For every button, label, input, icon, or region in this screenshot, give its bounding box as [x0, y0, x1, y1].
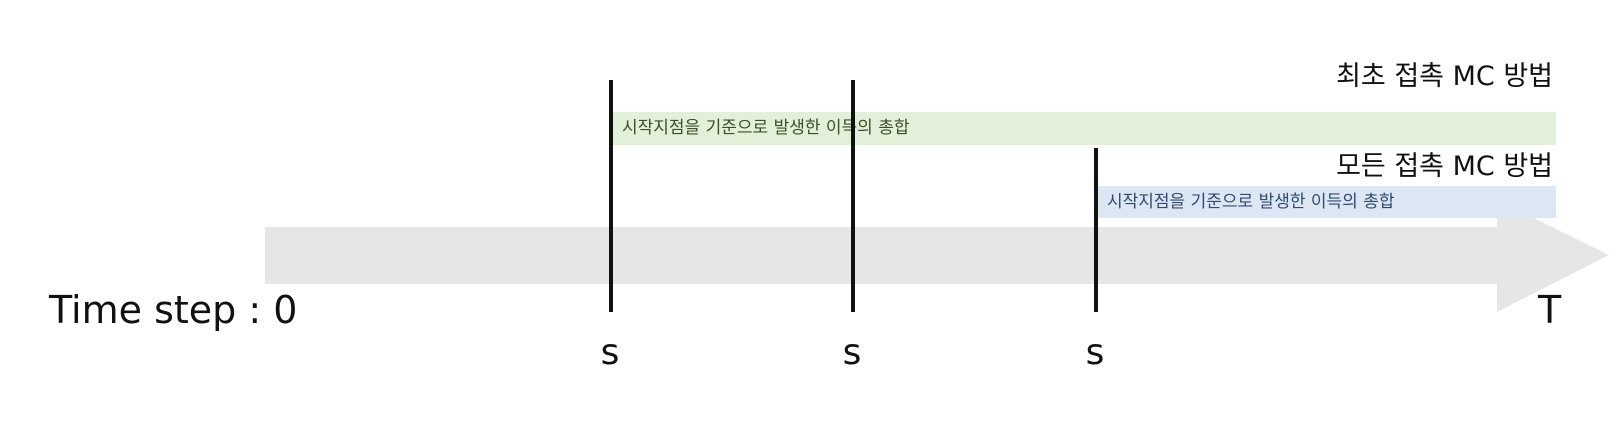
first-visit-mc-title: 최초 접촉 MC 방법	[1336, 61, 1553, 92]
state-marker-line-1	[609, 80, 613, 312]
every-visit-return-bar: 시작지점을 기준으로 발생한 이득의 총합	[1095, 186, 1556, 218]
timeline-end-label: T	[1538, 288, 1562, 332]
state-label-3: s	[1085, 332, 1105, 373]
every-visit-return-bar-label: 시작지점을 기준으로 발생한 이득의 총합	[1107, 192, 1395, 212]
timeline-arrow-shape	[265, 200, 1609, 312]
timeline-start-label: Time step : 0	[49, 288, 298, 332]
first-visit-return-bar: 시작지점을 기준으로 발생한 이득의 총합	[610, 112, 1556, 145]
every-visit-mc-title: 모든 접촉 MC 방법	[1336, 151, 1553, 182]
first-visit-return-bar-label: 시작지점을 기준으로 발생한 이득의 총합	[622, 118, 910, 138]
state-label-2: s	[842, 332, 862, 373]
state-marker-line-3	[1094, 148, 1098, 312]
state-label-1: s	[600, 332, 620, 373]
state-marker-line-2	[851, 80, 855, 312]
